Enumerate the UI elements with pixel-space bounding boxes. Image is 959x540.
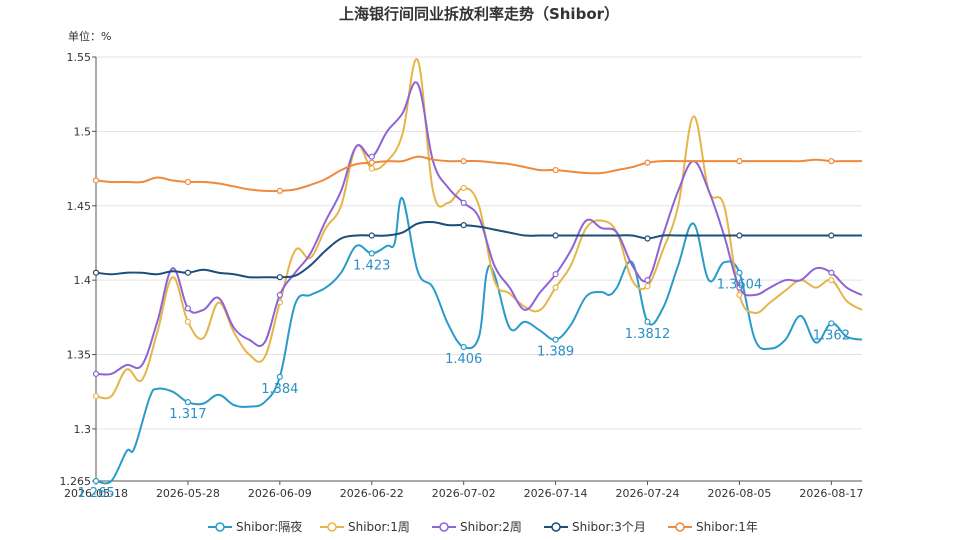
series-point	[736, 291, 743, 299]
data-labels: 1.265 1.317 1.384 1.423 1.406 1.389 1.3812 1.36…	[77, 258, 850, 501]
series-line-2	[95, 81, 863, 376]
data-label: 1.384	[261, 382, 298, 397]
series-point	[644, 283, 651, 290]
series-point	[184, 399, 192, 406]
series-point	[368, 165, 375, 172]
y-tick-label: 1.265	[60, 475, 92, 488]
series-point	[828, 277, 835, 284]
series-point	[828, 232, 835, 239]
x-tick-label: 2026-07-24	[616, 487, 680, 500]
y-tick-label: 1.35	[67, 349, 92, 362]
series-point	[828, 269, 835, 276]
series-point	[736, 158, 743, 165]
series-point	[736, 232, 743, 239]
series-point	[368, 159, 375, 166]
legend-marker	[439, 522, 449, 532]
chart-title: 上海银行间同业拆放利率走势（Shibor）	[339, 5, 619, 23]
x-axis: 2026-05-18 2026-05-28 2026-06-09 2026-06-22…	[64, 480, 863, 500]
x-tick-label: 2026-06-22	[340, 487, 404, 500]
series-point	[184, 305, 192, 312]
series-point	[552, 284, 559, 291]
legend-item[interactable]: Shibor:1周	[320, 520, 410, 534]
series-line-3	[95, 220, 862, 279]
series-point	[460, 199, 467, 206]
series-point	[184, 269, 192, 276]
x-tick-label: 2026-08-17	[799, 487, 863, 500]
series-point	[552, 336, 559, 343]
legend-item[interactable]: Shibor:2周	[432, 520, 522, 534]
x-tick-label: 2026-07-14	[524, 487, 588, 500]
series-line-0	[95, 197, 863, 485]
y-tick-label: 1.45	[67, 200, 92, 213]
series-point	[552, 271, 559, 278]
legend-item[interactable]: Shibor:隔夜	[208, 519, 302, 534]
y-tick-label: 1.55	[67, 51, 92, 64]
legend-label: Shibor:1年	[696, 520, 758, 534]
series-point	[92, 393, 100, 400]
data-label: 1.423	[353, 258, 390, 273]
data-label: 1.3604	[717, 278, 763, 293]
data-label: 1.3812	[625, 327, 671, 342]
y-tick-label: 1.5	[74, 125, 92, 138]
series-line-4	[95, 155, 862, 193]
series-point	[828, 158, 835, 165]
series-point	[276, 291, 283, 299]
y-tick-label: 1.4	[74, 274, 92, 287]
series-point	[92, 177, 100, 184]
series-point	[460, 222, 467, 229]
series-point	[368, 153, 375, 160]
series-point	[644, 277, 651, 284]
legend-marker	[675, 522, 685, 532]
data-label: 1.389	[537, 345, 574, 360]
legend[interactable]: Shibor:隔夜 Shibor:1周 Shibor:2周 Shibor:3个月 Shi…	[208, 519, 758, 534]
series-point	[736, 284, 743, 291]
series-point	[276, 274, 283, 281]
series-point	[368, 250, 375, 257]
series-point	[276, 187, 283, 194]
series-point	[184, 178, 192, 186]
x-tick-label: 2026-05-18	[64, 487, 128, 500]
x-tick-label: 2026-08-05	[707, 487, 771, 500]
series-point	[644, 318, 651, 325]
legend-item[interactable]: Shibor:1年	[668, 520, 758, 534]
x-tick-label: 2026-06-09	[248, 487, 312, 500]
series-point	[736, 269, 743, 276]
series-point	[460, 184, 467, 192]
series-point	[184, 318, 192, 325]
series-point	[92, 477, 100, 485]
series-point	[92, 370, 100, 377]
y-tick-label: 1.3	[74, 423, 92, 436]
series-point	[368, 232, 375, 239]
series-point	[644, 159, 651, 166]
series-point	[92, 269, 100, 276]
data-label: 1.265	[77, 486, 114, 501]
series-line-1	[95, 58, 863, 400]
y-unit-label: 单位：%	[68, 29, 111, 43]
series-point	[552, 232, 559, 239]
series-point	[828, 320, 835, 327]
legend-label: Shibor:1周	[348, 520, 410, 534]
y-axis: 1.265 1.3 1.35 1.4 1.45 1.5 1.55	[60, 51, 97, 488]
series-point	[276, 373, 283, 380]
grid-lines	[96, 56, 862, 482]
series-group	[92, 58, 863, 485]
legend-label: Shibor:2周	[460, 520, 522, 534]
legend-marker	[551, 522, 561, 532]
legend-marker	[215, 522, 225, 532]
data-label: 1.317	[169, 407, 206, 422]
series-point	[644, 235, 651, 242]
legend-marker	[327, 522, 337, 532]
series-point	[460, 158, 467, 165]
x-tick-label: 2026-07-02	[432, 487, 496, 500]
legend-item[interactable]: Shibor:3个月	[544, 520, 646, 534]
x-tick-label: 2026-05-28	[156, 487, 220, 500]
legend-label: Shibor:隔夜	[236, 519, 302, 534]
series-point	[460, 344, 467, 351]
legend-label: Shibor:3个月	[572, 520, 646, 534]
data-label: 1.406	[445, 352, 482, 367]
series-point	[552, 166, 559, 174]
data-label: 1.362	[813, 328, 850, 343]
